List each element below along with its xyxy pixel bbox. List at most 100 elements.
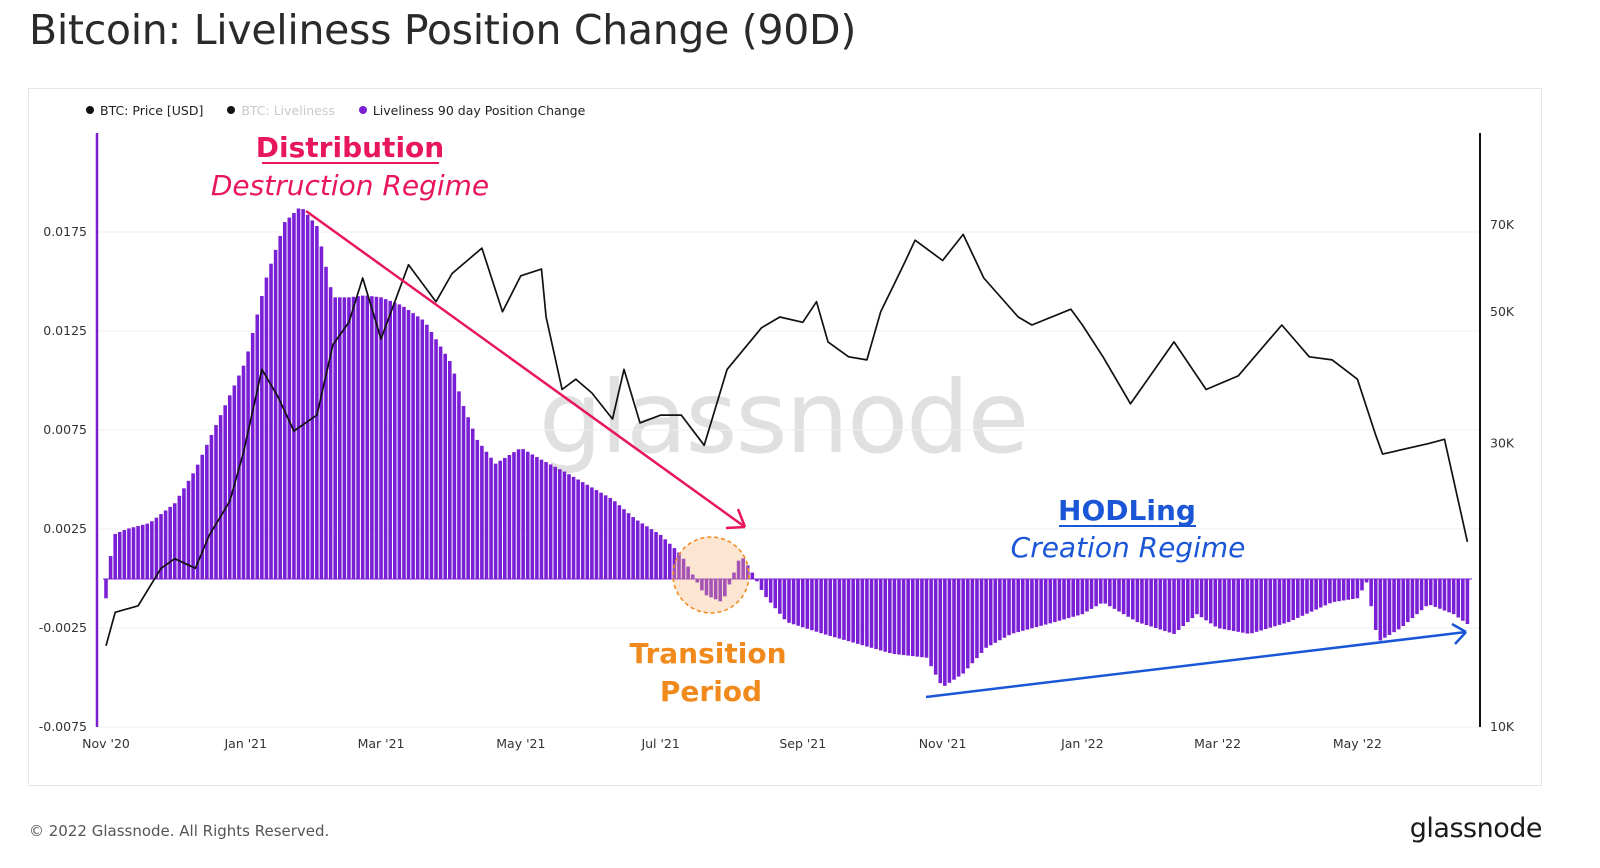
liveliness-bar	[690, 574, 695, 579]
liveliness-bar	[1158, 578, 1163, 630]
liveliness-bar	[1438, 578, 1442, 609]
liveliness-bar	[383, 299, 388, 579]
liveliness-bar	[1369, 578, 1373, 607]
y-right-tick-label: 50K	[1490, 304, 1515, 319]
liveliness-bar	[1172, 578, 1176, 634]
page-title: Bitcoin: Liveliness Position Change (90D…	[29, 6, 857, 54]
liveliness-bar	[1447, 578, 1451, 613]
liveliness-bar	[745, 565, 750, 579]
liveliness-bar	[1259, 578, 1263, 631]
liveliness-bar	[672, 548, 677, 579]
liveliness-bar	[186, 480, 191, 579]
legend-dot-icon	[227, 106, 236, 114]
liveliness-bar	[970, 578, 975, 664]
x-tick-label: May '21	[496, 736, 545, 751]
liveliness-bar	[1103, 578, 1108, 604]
liveliness-bar	[1387, 578, 1392, 635]
y-left-tick-label: 0.0075	[43, 422, 87, 437]
liveliness-bar	[750, 572, 755, 579]
liveliness-bar	[645, 526, 649, 579]
x-tick-label: Mar '22	[1194, 736, 1241, 751]
liveliness-bar	[1163, 578, 1167, 631]
liveliness-bar	[580, 482, 585, 579]
liveliness-bar	[635, 520, 640, 579]
transition-label-line1: Transition	[629, 637, 786, 670]
liveliness-bar	[1337, 578, 1341, 602]
liveliness-bar	[810, 578, 814, 631]
hodling-arrowhead-icon	[1451, 622, 1467, 645]
liveliness-bar	[379, 297, 383, 579]
liveliness-bar	[567, 474, 571, 579]
y-left-tick-label: 0.0025	[43, 521, 87, 536]
liveliness-bar	[1286, 578, 1291, 623]
liveliness-bar	[732, 572, 736, 579]
liveliness-bar	[1108, 578, 1112, 607]
liveliness-bar	[333, 297, 337, 579]
liveliness-bar	[1149, 578, 1153, 627]
liveliness-bar	[1428, 578, 1433, 606]
liveliness-bar	[1144, 578, 1149, 626]
liveliness-bar	[525, 451, 530, 579]
liveliness-bar	[392, 302, 397, 579]
liveliness-bar	[1190, 578, 1195, 619]
liveliness-bar	[1433, 578, 1438, 607]
legend-item-btc-liveliness[interactable]: BTC: Liveliness	[227, 103, 335, 118]
liveliness-bar	[814, 578, 819, 632]
liveliness-bar	[269, 263, 273, 579]
legend-item-liveliness-position-change[interactable]: Liveliness 90 day Position Change	[358, 102, 586, 118]
liveliness-bar	[1241, 578, 1245, 633]
liveliness-bar	[104, 578, 108, 599]
liveliness-bar	[347, 297, 351, 579]
liveliness-bar	[1002, 578, 1007, 638]
liveliness-bar	[782, 578, 787, 620]
liveliness-bar	[1094, 578, 1098, 607]
liveliness-bar	[1181, 578, 1185, 627]
liveliness-bar	[1392, 578, 1396, 633]
liveliness-bar	[457, 391, 461, 579]
liveliness-bar	[897, 578, 901, 655]
liveliness-bar	[1360, 578, 1364, 591]
x-tick-label: Nov '20	[82, 736, 130, 751]
liveliness-bar	[576, 479, 580, 579]
liveliness-bar	[1401, 578, 1406, 627]
liveliness-bar	[466, 417, 470, 579]
liveliness-bar	[498, 460, 502, 579]
liveliness-bar	[1048, 578, 1053, 624]
liveliness-bar	[1199, 578, 1204, 618]
liveliness-bar	[965, 578, 970, 669]
liveliness-bar	[177, 495, 182, 579]
chart-frame	[28, 88, 1542, 786]
liveliness-bar	[1080, 578, 1085, 615]
legend-item-btc-price[interactable]: BTC: Price [USD]	[86, 103, 203, 118]
liveliness-bar	[1218, 578, 1222, 629]
liveliness-bar	[892, 578, 897, 654]
liveliness-bar	[768, 578, 773, 603]
liveliness-bar	[1383, 578, 1387, 638]
liveliness-bar	[305, 214, 310, 579]
liveliness-bar	[388, 300, 392, 579]
liveliness-bar	[484, 451, 489, 579]
liveliness-bar	[108, 556, 113, 579]
liveliness-bar	[127, 528, 131, 579]
liveliness-bar	[1222, 578, 1227, 630]
liveliness-bar	[191, 473, 195, 579]
liveliness-bar	[1373, 578, 1378, 630]
liveliness-bar	[1415, 578, 1419, 615]
x-tick-label: Jan '21	[224, 736, 268, 751]
liveliness-bar	[374, 296, 379, 579]
hodling-annotation: HODLing Creation Regime	[925, 494, 1467, 699]
hodling-title: HODLing	[1058, 494, 1196, 527]
y-left-tick-label: 0.0125	[43, 323, 87, 338]
liveliness-bar	[901, 578, 906, 656]
liveliness-bar	[1305, 578, 1309, 614]
legend-label: Liveliness 90 day Position Change	[372, 102, 586, 118]
liveliness-bar	[869, 578, 874, 648]
x-tick-label: Jan '22	[1060, 736, 1104, 751]
liveliness-bar	[214, 425, 218, 579]
liveliness-bar	[631, 517, 635, 579]
liveliness-bar	[943, 578, 947, 686]
liveliness-bar	[800, 578, 805, 628]
liveliness-bar	[1245, 578, 1250, 634]
chart-watermark: glassnode	[539, 359, 1027, 476]
liveliness-bar	[1020, 578, 1025, 631]
